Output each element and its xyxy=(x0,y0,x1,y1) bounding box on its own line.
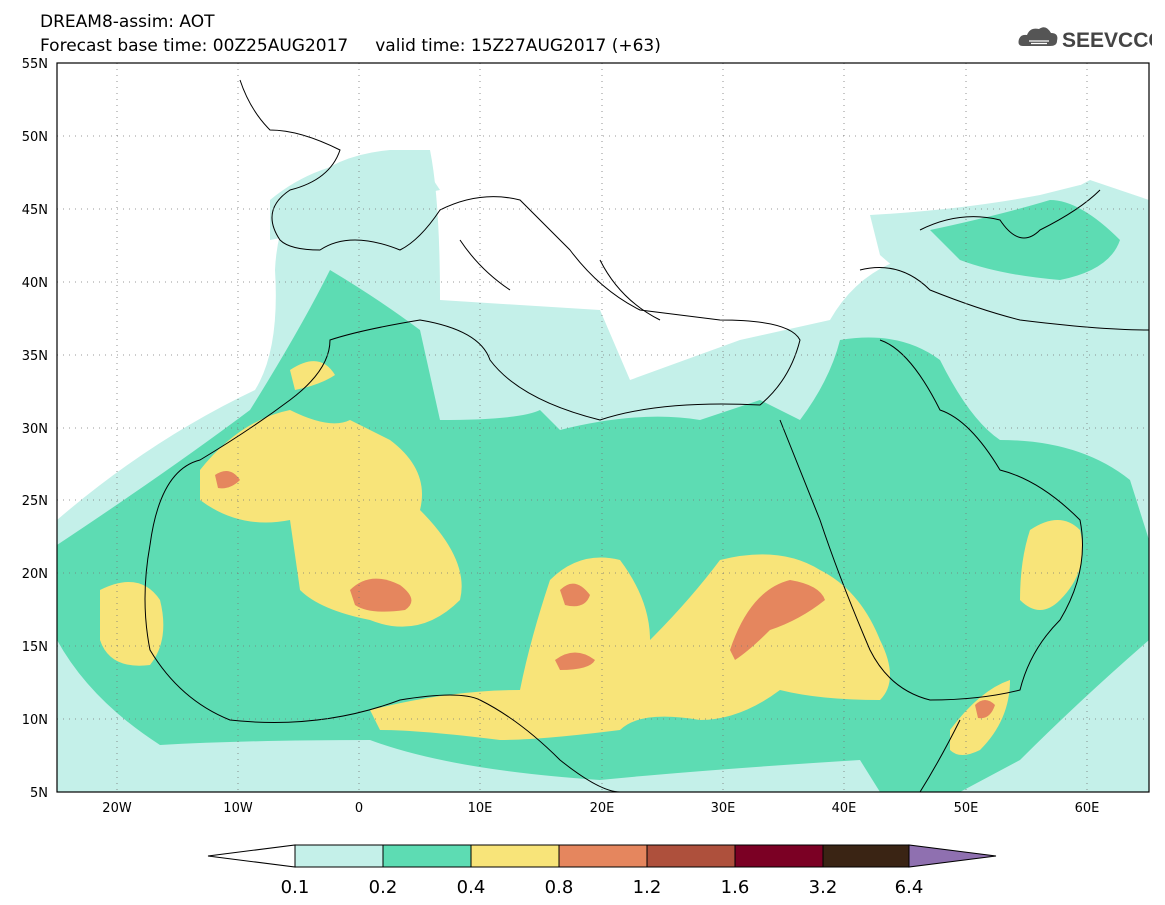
lat-label: 50N xyxy=(22,130,48,145)
colorbar-segment xyxy=(382,844,472,868)
colorbar-label: 0.1 xyxy=(281,877,310,898)
aot-0.2-area-2 xyxy=(930,200,1120,280)
map-frame xyxy=(56,62,1150,793)
cloud-icon: SEEVCCC xyxy=(1018,27,1164,52)
lon-label: 30E xyxy=(711,801,736,816)
lat-labels: 55N 50N 45N 40N 35N 30N 25N 20N 15N 10N … xyxy=(22,57,48,801)
aot-0.4-area-oman xyxy=(1020,520,1083,610)
aot-field xyxy=(57,63,1149,792)
lat-label: 40N xyxy=(22,276,48,291)
aot-0.8-area-6 xyxy=(975,700,995,719)
aot-0.4-area-atlantic xyxy=(100,582,164,666)
lat-label: 55N xyxy=(22,57,48,72)
coastlines xyxy=(144,79,1149,792)
lon-labels: 20W 10W 0 10E 20E 30E 40E 50E 60E xyxy=(102,801,1099,816)
aot-0.4-area-morocco xyxy=(290,361,335,390)
map-title: DREAM8-assim: AOT xyxy=(40,12,215,32)
lon-label: 60E xyxy=(1075,801,1100,816)
aot-0.8-area-1 xyxy=(350,578,412,612)
colorbar-segment xyxy=(294,844,384,868)
lat-label: 45N xyxy=(22,203,48,218)
colorbar-segment xyxy=(470,844,560,868)
colorbar-segment xyxy=(558,844,648,868)
forecast-time-subtitle: Forecast base time: 00Z25AUG2017 valid t… xyxy=(40,36,661,56)
lat-label: 25N xyxy=(22,494,48,509)
aot-0.4-area-west xyxy=(200,410,462,627)
lon-label: 10E xyxy=(468,801,493,816)
colorbar-label: 6.4 xyxy=(895,877,924,898)
lon-label: 20W xyxy=(102,801,132,816)
lat-label: 30N xyxy=(22,422,48,437)
colorbar-label: 3.2 xyxy=(809,877,838,898)
colorbar-label: 1.2 xyxy=(633,877,662,898)
lat-label: 5N xyxy=(30,786,48,801)
aot-0.8-area-2 xyxy=(560,583,590,607)
lat-label: 35N xyxy=(22,349,48,364)
colorbar-label: 1.6 xyxy=(721,877,750,898)
aot-0.8-area-4 xyxy=(730,580,825,660)
aot-0.8-area-5 xyxy=(215,471,240,489)
colorbar-max-arrow xyxy=(908,844,997,868)
graticule xyxy=(57,63,1149,792)
colorbar-label: 0.4 xyxy=(457,877,486,898)
lon-label: 20E xyxy=(590,801,615,816)
colorbar-min-arrow xyxy=(207,844,296,868)
lon-label: 10W xyxy=(223,801,253,816)
aot-0.1-area-2 xyxy=(270,158,440,240)
lon-label: 50E xyxy=(954,801,979,816)
colorbar-label: 0.2 xyxy=(369,877,398,898)
logo-text: SEEVCCC xyxy=(1062,29,1152,52)
lat-label: 15N xyxy=(22,640,48,655)
colorbar-label: 0.8 xyxy=(545,877,574,898)
colorbar-segment xyxy=(734,844,824,868)
lon-label: 0 xyxy=(355,801,363,816)
lon-label: 40E xyxy=(832,801,857,816)
colorbar-segment xyxy=(822,844,910,868)
colorbar-segment xyxy=(646,844,736,868)
lat-label: 10N xyxy=(22,713,48,728)
lat-label: 20N xyxy=(22,567,48,582)
seevccc-logo: SEEVCCC xyxy=(1017,22,1164,56)
colorbar: 0.1 0.2 0.4 0.8 1.2 1.6 3.2 6.4 xyxy=(207,844,997,898)
aot-0.8-area-3 xyxy=(555,652,595,670)
